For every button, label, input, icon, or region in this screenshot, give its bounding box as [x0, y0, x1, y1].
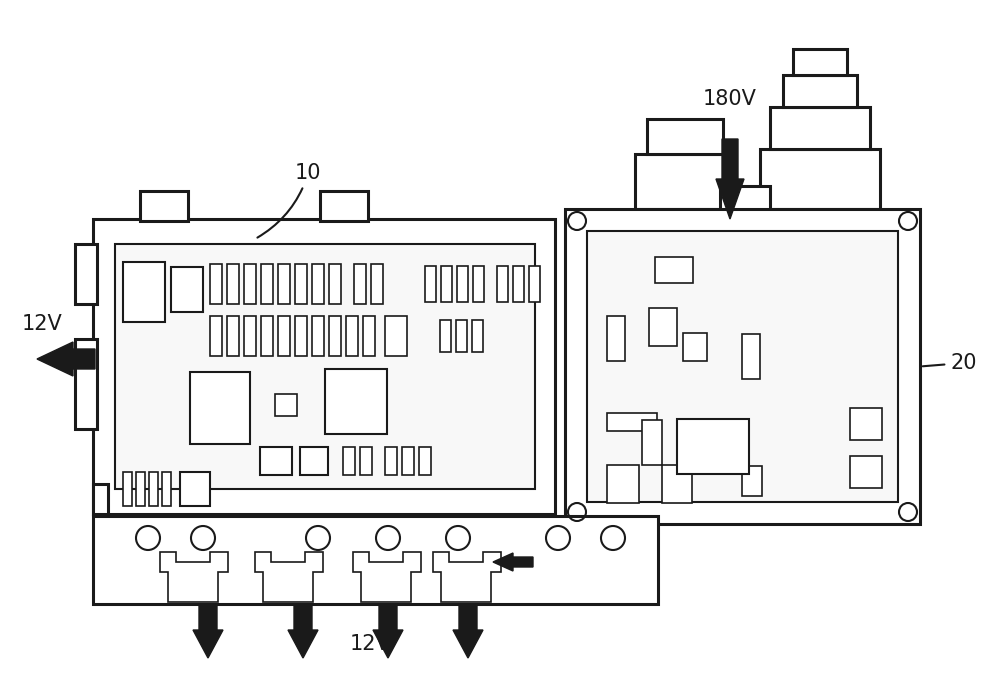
- Bar: [140, 191, 188, 221]
- Bar: [278, 264, 290, 304]
- Bar: [295, 264, 307, 304]
- Bar: [123, 528, 132, 562]
- Bar: [180, 472, 210, 506]
- Text: 180V: 180V: [703, 89, 757, 109]
- Bar: [171, 267, 203, 312]
- Bar: [346, 316, 358, 356]
- Bar: [300, 447, 328, 475]
- Bar: [850, 408, 882, 440]
- Bar: [497, 266, 508, 302]
- Bar: [325, 369, 387, 434]
- Bar: [642, 420, 662, 465]
- Bar: [93, 219, 555, 514]
- Bar: [457, 266, 468, 302]
- FancyArrow shape: [716, 139, 744, 219]
- Bar: [456, 320, 467, 352]
- Bar: [329, 316, 341, 356]
- Bar: [742, 334, 760, 379]
- Bar: [607, 465, 639, 503]
- Bar: [419, 447, 431, 475]
- Bar: [473, 266, 484, 302]
- Bar: [343, 447, 355, 475]
- Bar: [162, 528, 171, 562]
- Bar: [760, 149, 880, 209]
- FancyArrow shape: [288, 606, 318, 658]
- Bar: [210, 316, 222, 356]
- Bar: [649, 308, 677, 346]
- Bar: [136, 472, 145, 506]
- Bar: [425, 266, 436, 302]
- Bar: [93, 484, 108, 514]
- Bar: [683, 333, 707, 361]
- Bar: [513, 266, 524, 302]
- Bar: [320, 191, 368, 221]
- Bar: [655, 257, 693, 283]
- Bar: [75, 339, 97, 429]
- Bar: [402, 447, 414, 475]
- Bar: [244, 316, 256, 356]
- Bar: [93, 516, 658, 604]
- Bar: [190, 372, 250, 444]
- Bar: [261, 316, 273, 356]
- Bar: [260, 447, 292, 475]
- FancyArrow shape: [193, 606, 223, 658]
- Text: 20: 20: [923, 353, 976, 373]
- Bar: [360, 447, 372, 475]
- Bar: [149, 528, 158, 562]
- Bar: [565, 209, 920, 524]
- FancyArrow shape: [453, 606, 483, 658]
- Bar: [385, 316, 407, 356]
- Bar: [529, 266, 540, 302]
- Text: 12V: 12V: [350, 634, 390, 654]
- Bar: [136, 528, 145, 562]
- FancyArrow shape: [37, 342, 95, 376]
- Bar: [647, 119, 723, 154]
- Bar: [329, 264, 341, 304]
- Bar: [371, 264, 383, 304]
- Bar: [587, 231, 898, 502]
- Bar: [742, 466, 762, 496]
- Bar: [149, 472, 158, 506]
- Bar: [275, 394, 297, 416]
- Bar: [115, 244, 535, 489]
- Bar: [354, 264, 366, 304]
- Bar: [210, 264, 222, 304]
- Bar: [227, 264, 239, 304]
- FancyArrow shape: [373, 606, 403, 658]
- Bar: [295, 316, 307, 356]
- Bar: [607, 413, 657, 431]
- Bar: [472, 320, 483, 352]
- Bar: [441, 266, 452, 302]
- Bar: [385, 447, 397, 475]
- Bar: [312, 264, 324, 304]
- Bar: [278, 316, 290, 356]
- Bar: [440, 320, 451, 352]
- Bar: [261, 264, 273, 304]
- Bar: [783, 75, 857, 107]
- Bar: [793, 49, 847, 75]
- Bar: [75, 244, 97, 304]
- Bar: [720, 186, 770, 214]
- Bar: [363, 316, 375, 356]
- Bar: [662, 465, 692, 503]
- Bar: [123, 262, 165, 322]
- Bar: [123, 472, 132, 506]
- Bar: [770, 107, 870, 149]
- Bar: [312, 316, 324, 356]
- Bar: [244, 264, 256, 304]
- Bar: [162, 472, 171, 506]
- FancyArrow shape: [493, 553, 533, 571]
- Bar: [677, 419, 749, 474]
- Text: 12V: 12V: [22, 314, 62, 334]
- Bar: [850, 456, 882, 488]
- Bar: [227, 316, 239, 356]
- Text: 10: 10: [257, 163, 322, 238]
- Bar: [635, 154, 735, 209]
- Bar: [607, 316, 625, 361]
